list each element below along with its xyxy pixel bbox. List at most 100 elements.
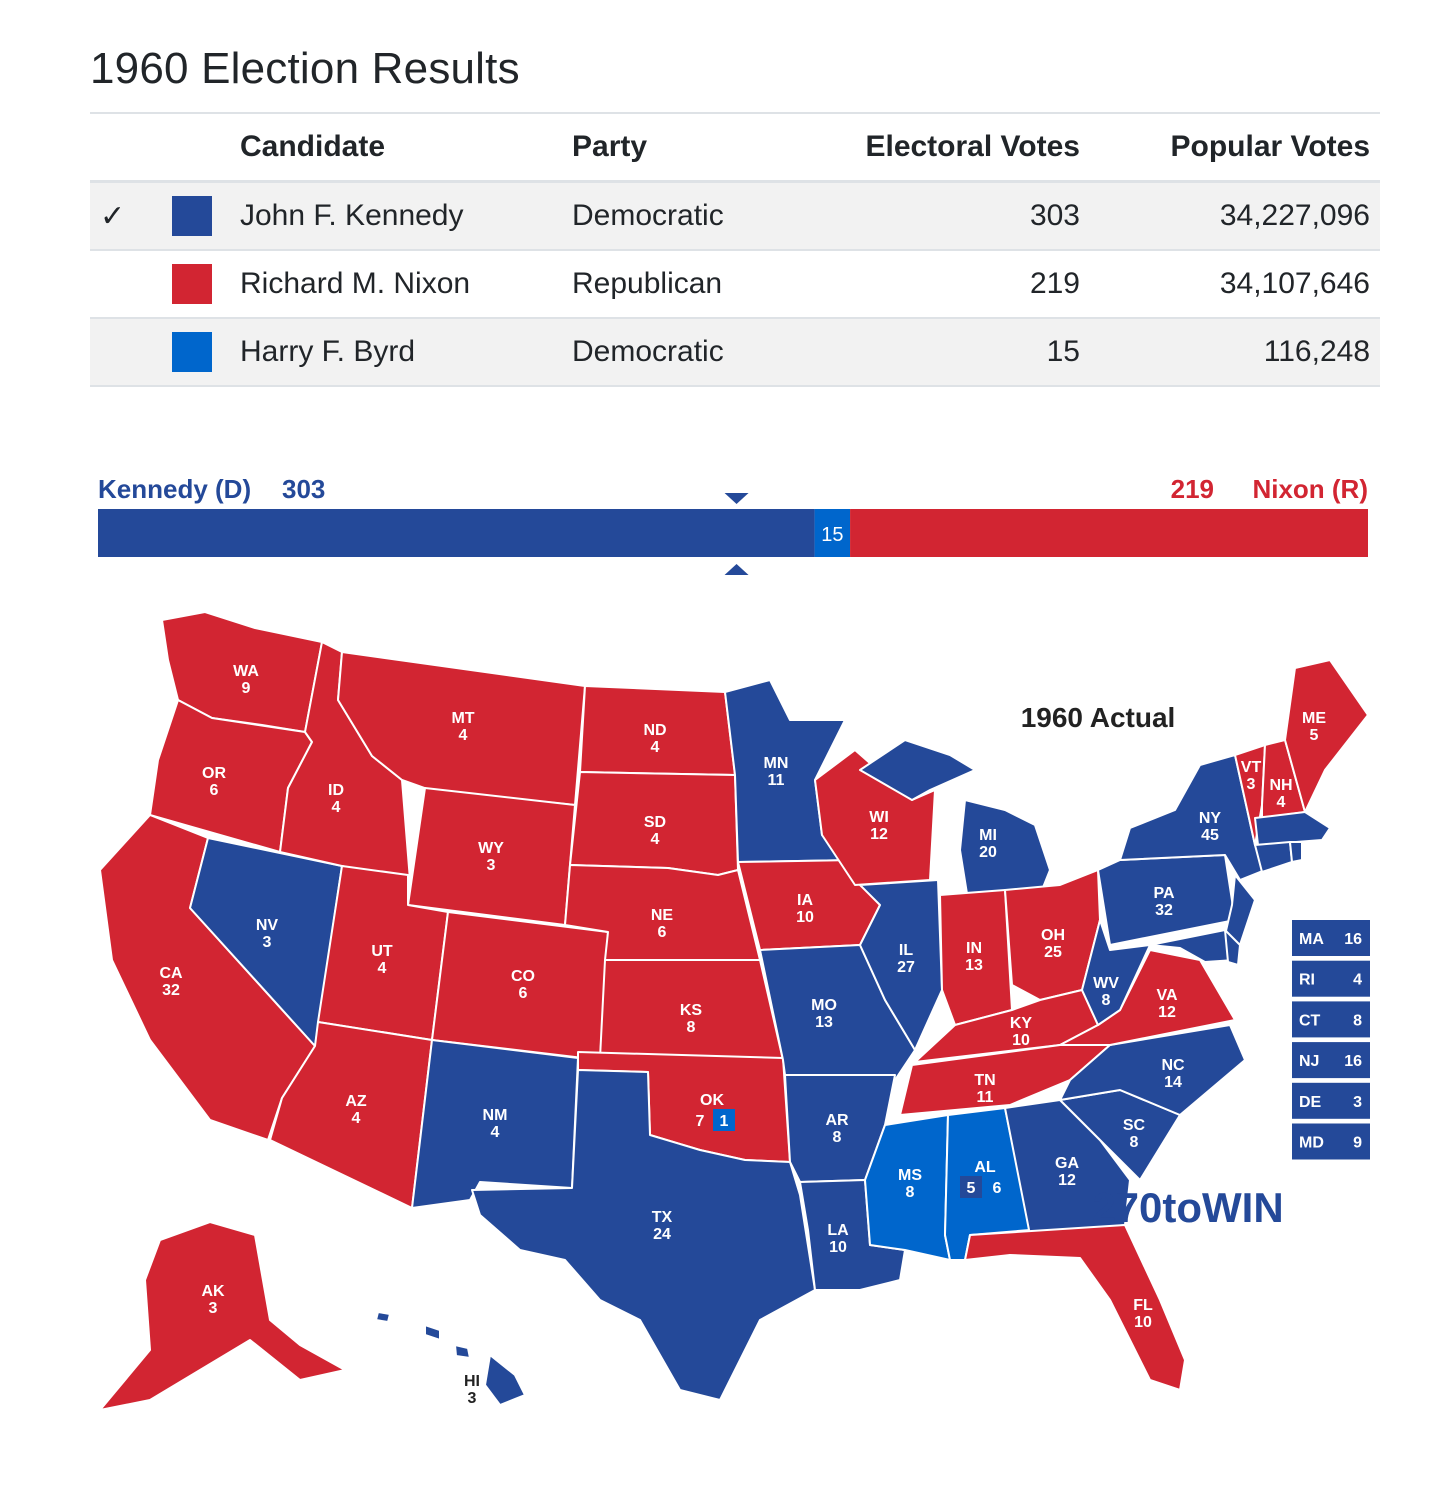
state-ak[interactable] (99, 1221, 346, 1411)
state-votes-ne: 6 (658, 924, 667, 941)
state-ri[interactable] (1289, 841, 1303, 863)
table-row: ✓ John F. Kennedy Democratic 303 34,227,… (90, 181, 1380, 251)
split-votes-ok: 1 (720, 1113, 729, 1130)
split-vote-box-al (960, 1176, 982, 1198)
state-label-oh: OH (1041, 927, 1065, 944)
state-votes-or: 6 (210, 782, 219, 799)
state-label-ks: KS (680, 1002, 703, 1019)
state-votes-va: 12 (1158, 1004, 1176, 1021)
state-label-sc: SC (1123, 1117, 1146, 1134)
small-state-box-ct[interactable] (1292, 1001, 1370, 1038)
state-votes-al: 6 (993, 1180, 1002, 1197)
state-label-or: OR (202, 765, 226, 782)
state-label-mn: MN (764, 755, 789, 772)
state-votes-nv: 3 (263, 934, 272, 951)
state-label-wy: WY (478, 840, 504, 857)
state-votes-mt: 4 (459, 727, 468, 744)
state-label-hi: HI (464, 1373, 480, 1390)
state-label-nm: NM (483, 1107, 508, 1124)
state-votes-ga: 12 (1058, 1172, 1076, 1189)
candidate-electoral-votes: 303 (785, 181, 1090, 251)
state-ma[interactable] (1254, 811, 1331, 846)
state-fl[interactable] (964, 1224, 1186, 1391)
state-label-ok: OK (700, 1092, 724, 1109)
state-hi-islands[interactable] (375, 1311, 471, 1359)
kennedy-label: Kennedy (D) (98, 474, 251, 504)
state-votes-wv: 8 (1102, 992, 1111, 1009)
byrd-bar-segment (814, 509, 851, 557)
state-label-ar: AR (825, 1112, 849, 1129)
state-votes-mo: 13 (815, 1014, 833, 1031)
header-candidate: Candidate (230, 112, 562, 183)
small-state-box-ma[interactable] (1292, 920, 1370, 956)
state-label-sd: SD (644, 814, 666, 831)
small-state-box-ri[interactable] (1292, 960, 1370, 997)
state-votes-wa: 9 (242, 680, 251, 697)
state-votes-tx: 24 (653, 1226, 671, 1243)
table-row: Richard M. Nixon Republican 219 34,107,6… (90, 250, 1380, 319)
state-label-wi: WI (869, 809, 889, 826)
small-state-box-de[interactable] (1292, 1082, 1370, 1119)
small-state-votes: 9 (1353, 1135, 1362, 1152)
small-state-abbr: CT (1299, 1012, 1321, 1029)
state-de[interactable] (1224, 929, 1241, 966)
candidate-name: Richard M. Nixon (230, 250, 562, 319)
state-label-ga: GA (1055, 1155, 1079, 1172)
small-state-votes: 3 (1353, 1094, 1362, 1111)
state-wi[interactable] (814, 749, 936, 886)
to-win-marker-top-icon (724, 493, 749, 504)
header-electoral-votes: Electoral Votes (785, 112, 1090, 183)
nixon-color-swatch (172, 264, 212, 304)
nixon-label: Nixon (R) (1252, 474, 1368, 504)
state-tx[interactable] (471, 1069, 816, 1401)
candidate-popular-votes: 116,248 (1090, 318, 1380, 387)
state-votes-ut: 4 (378, 960, 387, 977)
small-state-votes: 16 (1344, 1053, 1362, 1070)
candidate-electoral-votes: 219 (785, 250, 1090, 319)
electoral-vote-bar: Kennedy (D) 303 Nixon (R) 219 15 (98, 474, 1368, 575)
state-label-ut: UT (371, 943, 393, 960)
byrd-color-swatch (172, 332, 212, 372)
small-state-abbr: DE (1299, 1094, 1322, 1111)
state-votes-ar: 8 (833, 1129, 842, 1146)
header-check (90, 112, 162, 183)
state-pa[interactable] (1097, 854, 1236, 946)
state-ct[interactable] (1254, 841, 1293, 873)
state-label-co: CO (511, 968, 535, 985)
state-votes-nc: 14 (1164, 1074, 1182, 1091)
state-hi[interactable] (484, 1354, 526, 1406)
state-label-tn: TN (974, 1072, 995, 1089)
header-party: Party (562, 112, 786, 183)
small-state-box-md[interactable] (1292, 1123, 1370, 1160)
state-label-il: IL (899, 942, 913, 959)
small-state-votes: 16 (1344, 931, 1362, 948)
state-label-in: IN (966, 940, 982, 957)
state-label-az: AZ (345, 1093, 367, 1110)
state-label-fl: FL (1133, 1297, 1153, 1314)
state-votes-nh: 4 (1277, 794, 1286, 811)
state-votes-ok: 7 (696, 1113, 705, 1130)
state-votes-fl: 10 (1134, 1314, 1152, 1331)
state-label-mo: MO (811, 997, 837, 1014)
state-label-id: ID (328, 782, 344, 799)
state-votes-ks: 8 (687, 1019, 696, 1036)
state-label-ms: MS (898, 1167, 922, 1184)
state-label-vt: VT (1241, 759, 1262, 776)
results-table: Candidate Party Electoral Votes Popular … (90, 112, 1380, 387)
state-mi-up[interactable] (859, 739, 976, 801)
state-il[interactable] (859, 879, 943, 1051)
state-votes-sc: 8 (1130, 1134, 1139, 1151)
state-md[interactable] (1149, 929, 1236, 963)
small-state-abbr: RI (1299, 972, 1315, 989)
state-label-nd: ND (643, 722, 666, 739)
state-mi[interactable] (959, 799, 1051, 901)
state-label-pa: PA (1153, 885, 1174, 902)
small-state-box-nj[interactable] (1292, 1042, 1370, 1079)
to-win-marker-bottom-icon (724, 564, 749, 575)
state-votes-hi: 3 (468, 1390, 477, 1407)
small-state-votes: 4 (1353, 972, 1362, 989)
state-votes-mi: 20 (979, 844, 997, 861)
state-votes-nd: 4 (651, 739, 660, 756)
state-votes-il: 27 (897, 959, 915, 976)
state-label-al: AL (974, 1159, 996, 1176)
